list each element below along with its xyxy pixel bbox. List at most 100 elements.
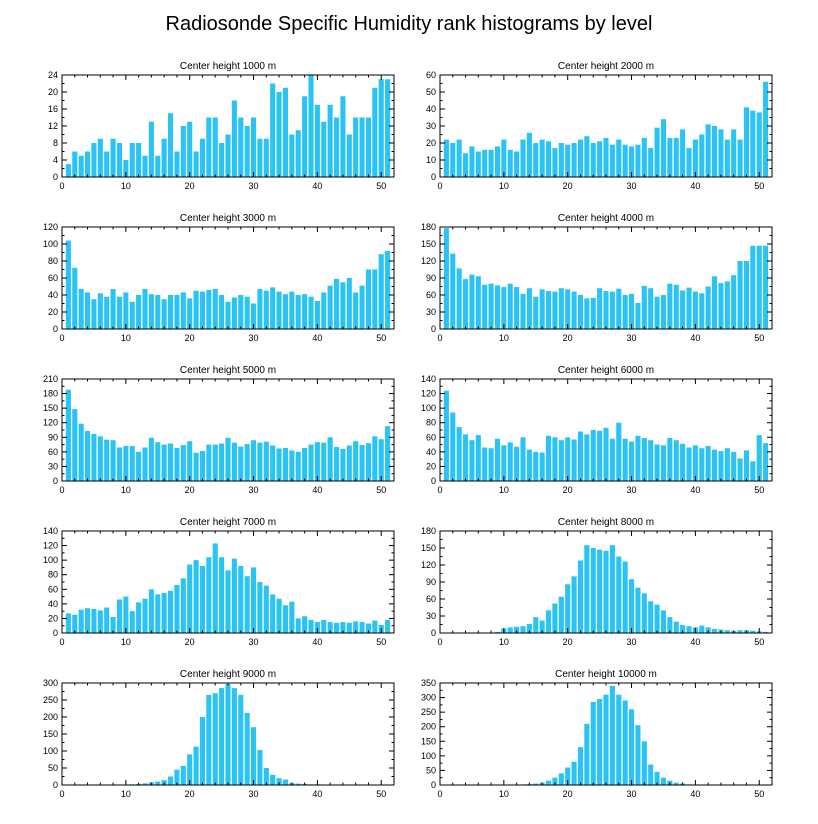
histogram-bar (628, 709, 635, 785)
x-tick-label: 20 (563, 485, 573, 495)
y-tick-label: 210 (43, 374, 58, 384)
histogram-bar (263, 585, 269, 633)
histogram-bar (116, 599, 123, 633)
histogram-bar (276, 92, 282, 177)
x-tick-label: 0 (437, 637, 442, 647)
histogram-bar (257, 582, 263, 633)
histogram-bar (359, 622, 365, 633)
histogram-bar (231, 442, 237, 481)
histogram-bar (514, 287, 520, 329)
histogram-bar (609, 685, 615, 785)
y-tick-label: 150 (43, 403, 58, 413)
x-tick-label: 0 (59, 789, 64, 799)
histogram-bar (161, 138, 167, 177)
y-tick-label: 20 (426, 138, 436, 148)
histogram-bar (129, 611, 135, 633)
histogram-bar (724, 281, 730, 329)
histogram-bar (359, 285, 365, 329)
histogram-bar (129, 301, 135, 329)
histogram-bar (737, 139, 743, 177)
histogram-bar (276, 291, 282, 329)
histogram-bar (206, 694, 212, 785)
histogram-bar (219, 557, 225, 633)
histogram-bar (469, 274, 475, 329)
y-tick-label: 100 (421, 403, 436, 413)
histogram-bar (590, 143, 596, 177)
histogram-bar (180, 765, 186, 785)
x-tick-label: 10 (121, 485, 131, 495)
histogram-bar (244, 576, 250, 633)
histogram-bar (372, 436, 378, 481)
x-tick-label: 0 (59, 485, 64, 495)
histogram-bar (123, 446, 129, 481)
histogram-bar (718, 451, 724, 481)
y-tick-label: 0 (53, 172, 58, 182)
histogram-bar (91, 143, 97, 177)
histogram-bar (660, 777, 667, 785)
x-tick-label: 50 (754, 637, 764, 647)
histogram-bar (520, 139, 526, 177)
y-tick-label: 30 (426, 307, 436, 317)
histogram-bar (123, 292, 129, 329)
histogram-bar (123, 160, 129, 177)
histogram-bar (616, 694, 622, 785)
histogram-bar (622, 295, 628, 329)
histogram-bar (250, 727, 257, 785)
histogram-bar (219, 443, 225, 481)
histogram-bar (482, 284, 488, 329)
histogram-bar (289, 601, 295, 633)
histogram-bar (97, 138, 103, 177)
y-tick-label: 120 (43, 222, 58, 232)
histogram-bar (257, 749, 263, 785)
y-tick-label: 60 (426, 70, 436, 80)
histogram-bar (187, 298, 193, 329)
histogram-bar (244, 296, 250, 329)
histogram-bar (597, 699, 603, 785)
histogram-bar (443, 390, 449, 481)
histogram-bar (295, 618, 301, 633)
histogram-bar (314, 622, 320, 633)
histogram-bar (257, 289, 263, 329)
x-tick-label: 20 (563, 637, 573, 647)
y-tick-label: 180 (43, 389, 58, 399)
histogram-bar (289, 450, 295, 481)
y-tick-label: 20 (48, 307, 58, 317)
histogram-bar (597, 288, 603, 329)
y-tick-label: 30 (48, 461, 58, 471)
histogram-bar (270, 774, 276, 785)
histogram-bar (212, 444, 218, 481)
y-tick-label: 100 (43, 746, 58, 756)
histogram-bar (212, 289, 218, 329)
histogram-bar (219, 143, 225, 177)
histogram-bar (577, 295, 584, 329)
histogram-bar (737, 458, 743, 481)
x-tick-label: 30 (627, 637, 637, 647)
histogram-bar (654, 127, 660, 177)
x-tick-label: 50 (754, 789, 764, 799)
histogram-bar (565, 144, 571, 177)
histogram-bar (206, 289, 212, 329)
histogram-bar (514, 446, 520, 481)
histogram-bar (372, 87, 378, 177)
x-tick-label: 50 (376, 181, 386, 191)
histogram-bar (705, 124, 711, 177)
histogram-bar (577, 431, 584, 481)
histogram-bar (282, 294, 289, 329)
histogram-bar (174, 295, 180, 329)
x-tick-label: 30 (249, 485, 259, 495)
histogram-bar (148, 294, 154, 329)
histogram-bar (263, 768, 269, 785)
y-tick-label: 60 (426, 432, 436, 442)
histogram-bar (469, 440, 475, 481)
histogram-bar (308, 296, 314, 329)
x-tick-label: 10 (499, 789, 509, 799)
histogram-bar (353, 441, 359, 481)
histogram-bar (257, 138, 263, 177)
histogram-bar (84, 292, 91, 329)
histogram-bar (565, 437, 571, 481)
panel-7: Center height 7000 m 0 10 20 30 40 50 0 20 40 60 80… (43, 517, 395, 647)
panel-title: Center height 2000 m (558, 61, 654, 72)
y-tick-label: 150 (421, 736, 436, 746)
histogram-bar (282, 447, 289, 481)
x-tick-label: 40 (690, 789, 700, 799)
